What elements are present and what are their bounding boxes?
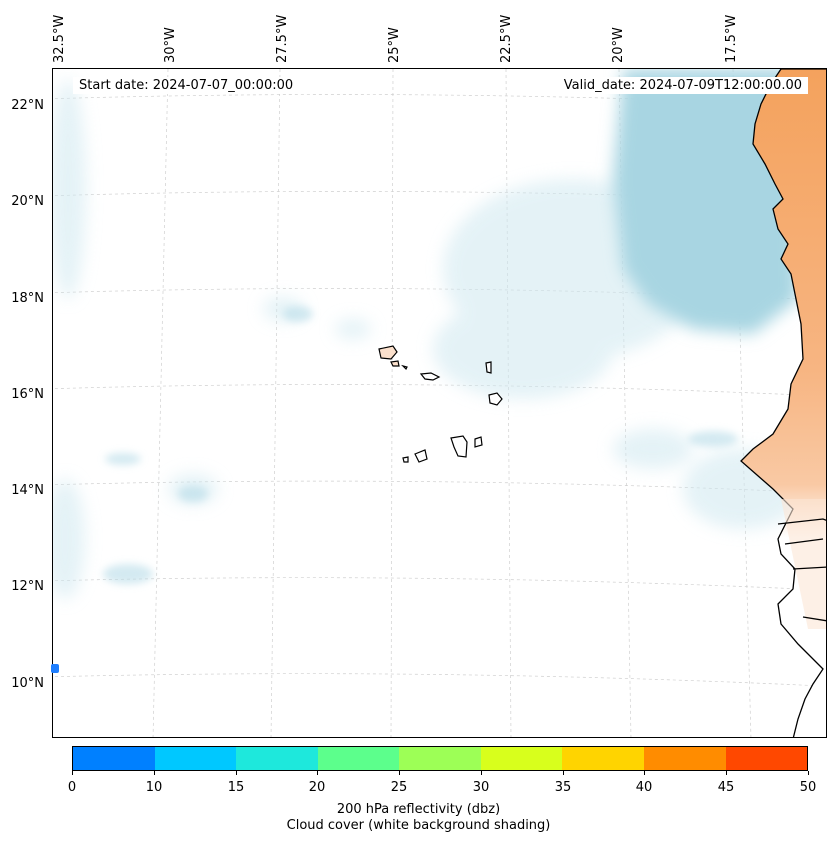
latitude-label: 10°N [11,676,44,691]
colorbar-tick [644,771,645,775]
station-marker [51,664,59,673]
colorbar-segment [480,747,563,770]
colorbar-tick [317,771,318,775]
longitude-label: 32.5°W [52,14,67,63]
colorbar-tick-label: 45 [717,780,735,795]
colorbar-tick [563,771,564,775]
colorbar-segment [399,747,481,770]
latitude-label: 16°N [11,387,44,402]
colorbar-tick [72,771,73,775]
colorbar-segment [643,747,726,770]
longitude-label: 30°W [163,27,178,63]
colorbar-tick [236,771,237,775]
colorbar-label-cloud-cover: Cloud cover (white background shading) [286,818,551,833]
cape-verde-islands [378,345,503,463]
colorbar-segment [154,747,237,770]
cloud-shading [53,69,803,599]
colorbar-tick-label: 35 [554,780,572,795]
mainland-africa [740,69,826,737]
longitude-label: 22.5°W [499,14,514,63]
map-panel: Start date: 2024-07-07_00:00:00 Valid_da… [52,68,827,738]
colorbar [72,746,808,771]
colorbar-tick-label: 25 [390,780,408,795]
start-date-label: Start date: 2024-07-07_00:00:00 [73,77,300,94]
latitude-label: 12°N [11,579,44,594]
colorbar-tick-label: 50 [799,780,817,795]
colorbar-tick-label: 10 [145,780,163,795]
graticule [53,69,826,737]
colorbar-segment [317,747,400,770]
latitude-label: 22°N [11,98,44,113]
longitude-label: 27.5°W [275,14,290,63]
colorbar-segment [562,747,644,770]
colorbar-tick-label: 0 [67,780,77,795]
valid-date-label: Valid_date: 2024-07-09T12:00:00.00 [557,77,808,94]
colorbar-segment [725,747,808,770]
colorbar-tick [808,771,809,775]
longitude-label: 25°W [387,27,402,63]
colorbar-tick-label: 15 [227,780,245,795]
longitude-label: 17.5°W [724,14,739,63]
latitude-label: 14°N [11,483,44,498]
colorbar-segment [73,747,155,770]
colorbar-segment [236,747,318,770]
colorbar-tick-label: 20 [308,780,326,795]
longitude-label: 20°W [611,27,626,63]
latitude-label: 18°N [11,291,44,306]
latitude-label: 20°N [11,194,44,209]
colorbar-tick [481,771,482,775]
colorbar-tick [154,771,155,775]
map-canvas [53,69,826,737]
colorbar-tick-label: 30 [472,780,490,795]
colorbar-tick-label: 40 [635,780,653,795]
colorbar-tick [726,771,727,775]
colorbar-label-reflectivity: 200 hPa reflectivity (dbz) [336,802,501,817]
colorbar-tick [399,771,400,775]
